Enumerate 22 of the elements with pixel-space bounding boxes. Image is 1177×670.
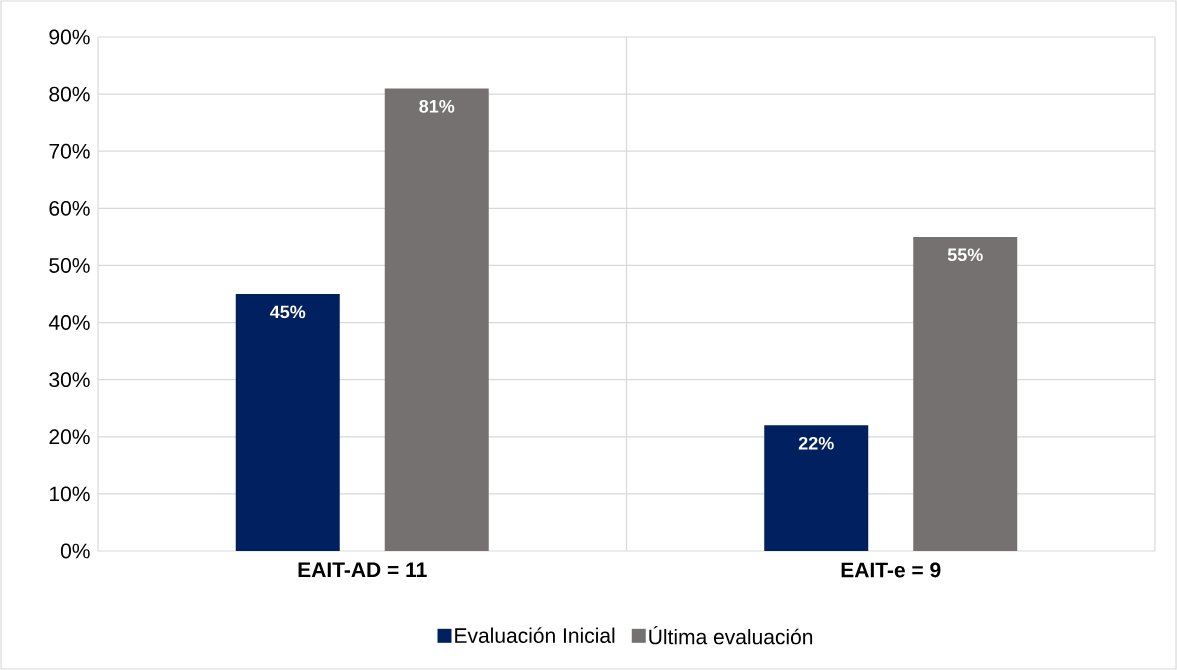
legend-label: Última evaluación <box>649 625 813 645</box>
bar <box>384 88 489 551</box>
y-tick-label: 60% <box>49 200 90 216</box>
y-tick-label: 50% <box>49 258 90 273</box>
legend-label: Evaluación Inicial <box>455 627 615 643</box>
y-tick-label: 40% <box>48 315 90 330</box>
y-tick-label: 80% <box>49 86 90 102</box>
x-tick-label: EAIT-e = 9 <box>841 562 941 578</box>
y-tick-label: 0% <box>60 543 90 559</box>
data-label: 81% <box>419 99 455 113</box>
y-tick-label: 70% <box>49 143 90 159</box>
data-label: 22% <box>798 436 834 450</box>
y-tick-label: 20% <box>49 429 90 445</box>
y-tick-label: 30% <box>49 372 90 388</box>
bar <box>764 425 869 551</box>
data-label: 45% <box>270 305 306 319</box>
bar <box>235 294 340 551</box>
y-tick-label: 90% <box>49 29 90 45</box>
data-label: 55% <box>947 248 983 262</box>
y-tick-label: 10% <box>50 486 90 502</box>
bar <box>913 236 1018 551</box>
x-tick-label: EAIT-AD = 11 <box>298 562 427 577</box>
